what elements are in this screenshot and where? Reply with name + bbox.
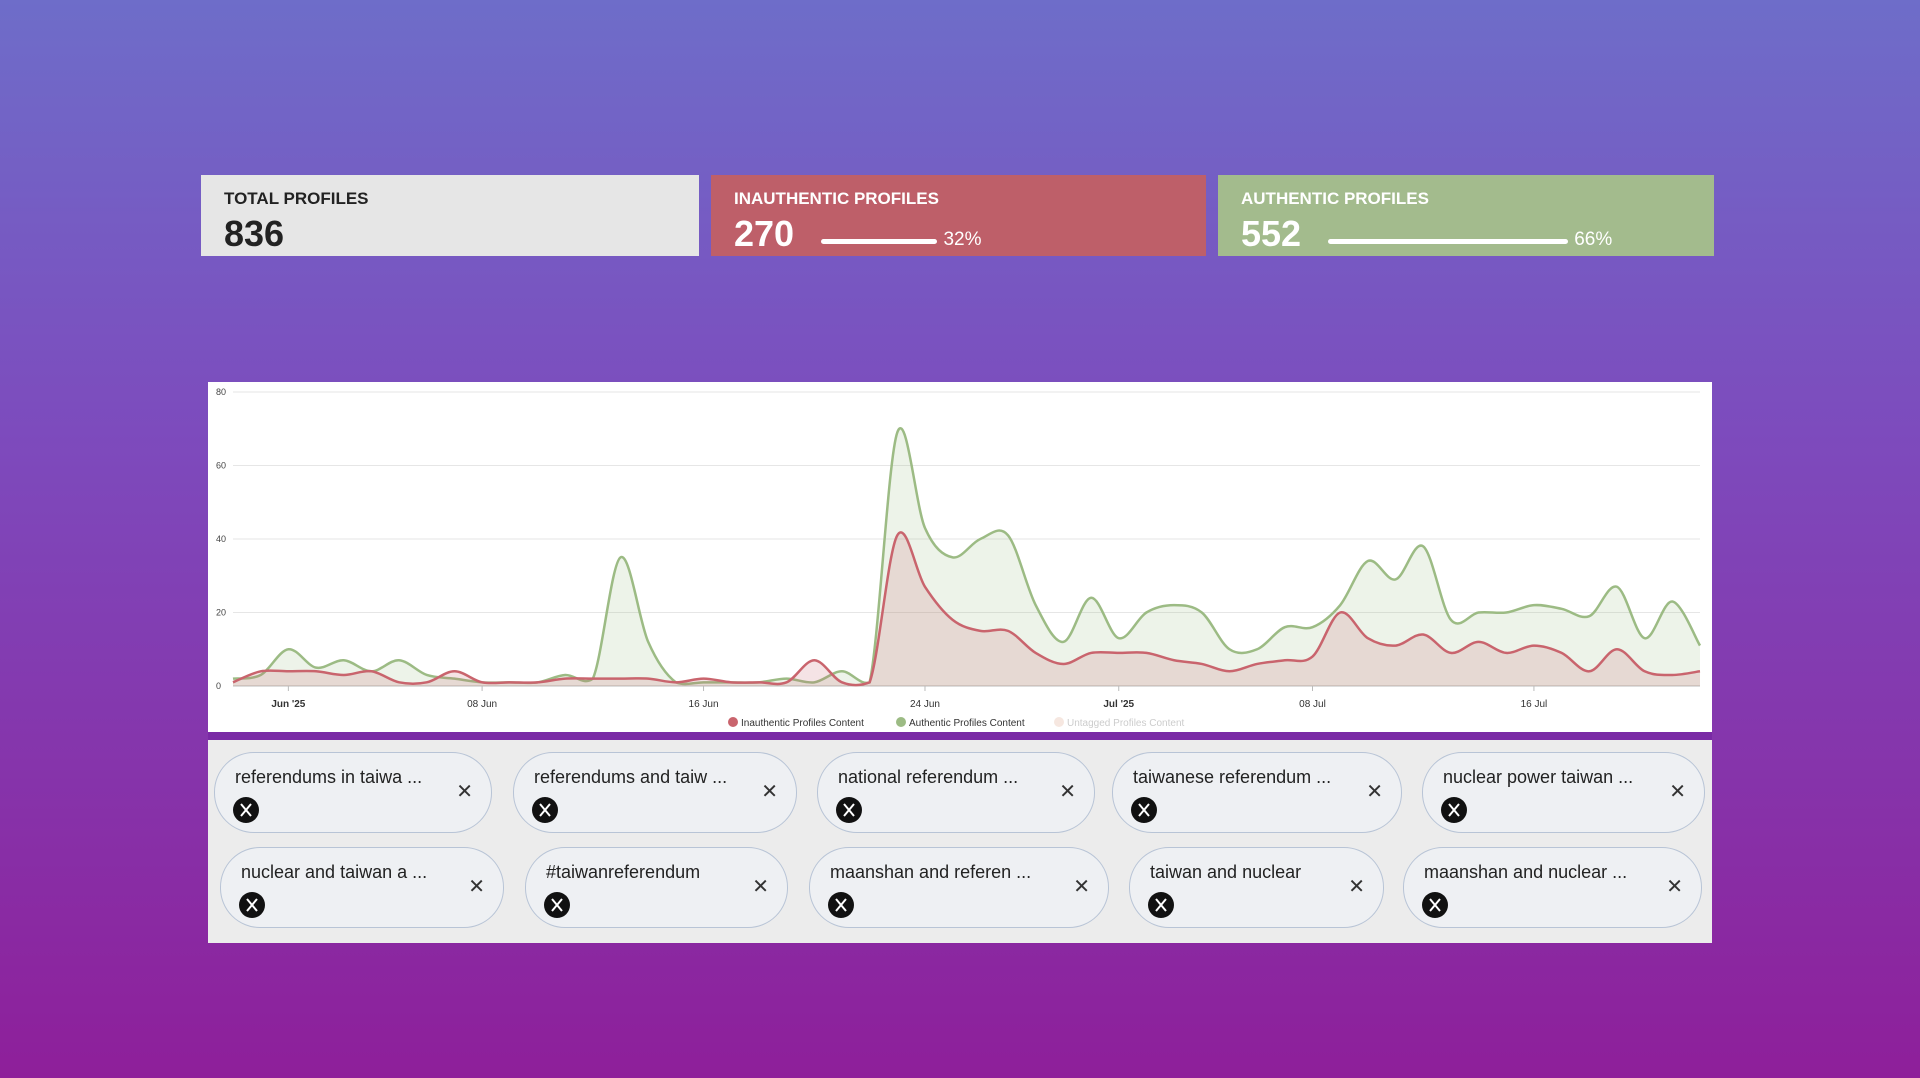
remove-button[interactable]: ✕ [1666, 876, 1683, 898]
x-icon [233, 797, 259, 823]
legend-marker [1054, 717, 1064, 727]
tag-chip[interactable]: maanshan and referen ... ✕ [809, 847, 1109, 928]
y-tick-label: 60 [216, 461, 226, 471]
card-label: TOTAL PROFILES [224, 189, 369, 208]
x-tick-label: 16 Jun [689, 699, 719, 710]
tag-text: taiwanese referendum ... [1133, 767, 1332, 787]
x-tick-label: Jul '25 [1103, 699, 1134, 710]
remove-button[interactable]: ✕ [468, 876, 485, 898]
percent-bar [1328, 239, 1569, 244]
x-icon [1422, 892, 1448, 918]
x-icon [532, 797, 558, 823]
tag-text: referendums in taiwa ... [235, 767, 423, 787]
series-line [232, 531, 1701, 687]
tag-chip[interactable]: taiwanese referendum ... ✕ [1112, 752, 1402, 833]
remove-button[interactable]: ✕ [752, 876, 769, 898]
x-tick-label: 08 Jun [467, 699, 497, 710]
x-tick-label: 08 Jul [1299, 699, 1326, 710]
tag-chip[interactable]: nuclear power taiwan ... ✕ [1422, 752, 1705, 833]
remove-button[interactable]: ✕ [1348, 876, 1365, 898]
legend-label: Authentic Profiles Content [909, 718, 1025, 729]
legend-marker [896, 717, 906, 727]
card-label: INAUTHENTIC PROFILES [734, 189, 939, 208]
tag-chip[interactable]: maanshan and nuclear ... ✕ [1403, 847, 1702, 928]
remove-button[interactable]: ✕ [456, 781, 473, 803]
stat-card: TOTAL PROFILES 836 [201, 175, 699, 256]
x-icon [544, 892, 570, 918]
tag-chip[interactable]: nuclear and taiwan a ... ✕ [220, 847, 504, 928]
x-icon [836, 797, 862, 823]
series-area [233, 532, 1700, 686]
card-label: AUTHENTIC PROFILES [1241, 189, 1429, 208]
percent-bar [821, 239, 938, 244]
tag-text: referendums and taiw ... [534, 767, 728, 787]
card-value: 552 [1241, 213, 1302, 254]
tag-text: #taiwanreferendum [546, 862, 701, 882]
card-value: 270 [734, 213, 795, 254]
tag-chip[interactable]: #taiwanreferendum ✕ [525, 847, 788, 928]
tag-text: nuclear power taiwan ... [1443, 767, 1634, 787]
legend-label: Untagged Profiles Content [1067, 718, 1185, 729]
tag-text: maanshan and nuclear ... [1424, 862, 1628, 882]
x-tick-label: 24 Jun [910, 699, 940, 710]
chart-panel: 0 20 40 60 80 Jun '25 08 Jun 16 Jun 24 Jun Jul '2… [208, 382, 1712, 740]
x-icon [1148, 892, 1174, 918]
tag-panel: referendums in taiwa ... ✕ referendums and… [208, 740, 1712, 943]
tag-text: national referendum ... [838, 767, 1019, 787]
tag-chip[interactable]: referendums in taiwa ... ✕ [214, 752, 492, 833]
tag-chip[interactable]: taiwan and nuclear ✕ [1129, 847, 1384, 928]
remove-button[interactable]: ✕ [761, 781, 778, 803]
chart: 0 20 40 60 80 Jun '25 08 Jun 16 Jun 24 Jun Jul '2… [216, 387, 1702, 729]
tag-text: nuclear and taiwan a ... [241, 862, 428, 882]
remove-button[interactable]: ✕ [1073, 876, 1090, 898]
stat-card: AUTHENTIC PROFILES 552 66% [1218, 175, 1714, 256]
legend-label: Inauthentic Profiles Content [741, 718, 864, 729]
stat-card: INAUTHENTIC PROFILES 270 32% [711, 175, 1206, 256]
y-tick-label: 20 [216, 608, 226, 618]
remove-button[interactable]: ✕ [1366, 781, 1383, 803]
tag-text: maanshan and referen ... [830, 862, 1032, 882]
x-icon [828, 892, 854, 918]
card-value: 836 [224, 213, 285, 254]
tag-chip[interactable]: referendums and taiw ... ✕ [513, 752, 797, 833]
remove-button[interactable]: ✕ [1059, 781, 1076, 803]
remove-button[interactable]: ✕ [1669, 781, 1686, 803]
x-icon [239, 892, 265, 918]
x-icon [1441, 797, 1467, 823]
tag-chip[interactable]: national referendum ... ✕ [817, 752, 1095, 833]
y-tick-label: 0 [216, 681, 221, 691]
tag-text: taiwan and nuclear [1150, 862, 1302, 882]
y-tick-label: 40 [216, 534, 226, 544]
legend-marker [728, 717, 738, 727]
x-tick-label: Jun '25 [271, 699, 305, 710]
percent-label: 66% [1574, 229, 1613, 250]
percent-label: 32% [943, 229, 982, 250]
x-tick-label: 16 Jul [1521, 699, 1548, 710]
y-tick-label: 80 [216, 387, 226, 397]
x-icon [1131, 797, 1157, 823]
